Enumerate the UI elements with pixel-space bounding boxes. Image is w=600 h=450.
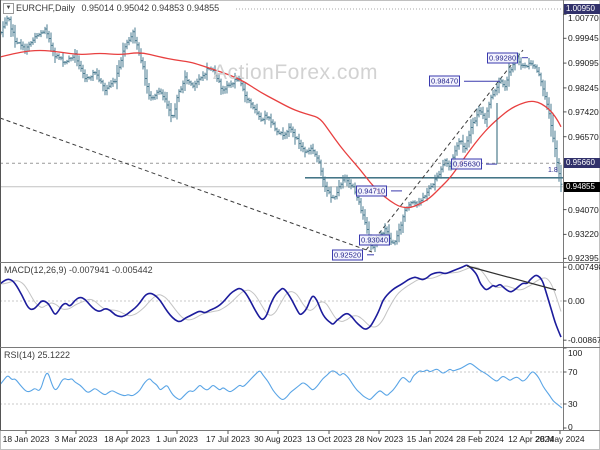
rsi-axis-label: 30 xyxy=(568,399,578,409)
rsi-axis-label: 0 xyxy=(568,422,573,432)
price-axis-chip: 0.94855 xyxy=(564,181,600,192)
rsi-axis-label: 70 xyxy=(568,367,578,377)
macd-header: MACD(12,26,9) -0.007941 -0.005442 xyxy=(4,265,153,275)
price-axis-chip: 1.00950 xyxy=(564,4,600,14)
price-annotation: 0.95630 xyxy=(451,158,483,170)
price-axis-label: 0.94070 xyxy=(568,204,599,215)
price-axis-label: 0.97420 xyxy=(568,106,599,117)
moving-average-line xyxy=(0,49,562,209)
macd-axis-label: 0.007498 xyxy=(568,262,600,273)
price-annotation: 0.92520 xyxy=(332,249,364,261)
price-axis-label: 0.99095 xyxy=(568,58,599,69)
candlesticks xyxy=(0,15,563,252)
price-axis-label: 1.00770 xyxy=(568,13,599,24)
ohlc-values: 0.95014 0.95042 0.94853 0.94855 xyxy=(81,3,220,13)
rsi-axis-label: 100 xyxy=(568,348,583,358)
rsi-header: RSI(14) 25.1222 xyxy=(4,350,71,360)
rsi-line xyxy=(0,363,563,409)
price-annotation: 0.98470 xyxy=(429,75,461,87)
collapse-arrow-glyph: ▼ xyxy=(5,5,12,11)
price-annotation: 0.93040 xyxy=(359,234,391,246)
watermark: ActionForex.com xyxy=(212,61,379,84)
date-label: 12 Apr 2024 xyxy=(508,434,554,444)
date-label: 3 Mar 2023 xyxy=(54,434,98,444)
price-axis-chip: 0.95660 xyxy=(564,158,600,169)
date-label: 18 Apr 2023 xyxy=(104,434,150,444)
price-axis-label: 0.93220 xyxy=(568,229,599,240)
date-label: 28 Feb 2024 xyxy=(456,434,504,444)
date-label: 13 Oct 2023 xyxy=(305,434,353,444)
macd-axis-label: -0.008677 xyxy=(568,335,600,346)
trendline xyxy=(0,117,373,253)
macd-signal-line xyxy=(0,266,562,328)
date-label: 15 Jan 2024 xyxy=(406,434,454,444)
date-label: 18 Jan 2023 xyxy=(2,434,50,444)
price-annotation: 0.94710 xyxy=(356,185,388,197)
date-label: 17 Jul 2023 xyxy=(206,434,250,444)
price-axis-label: 0.98245 xyxy=(568,82,599,93)
collapse-arrow-icon[interactable]: ▼ xyxy=(3,3,14,14)
macd-line xyxy=(0,264,562,338)
date-label: 28 Nov 2023 xyxy=(354,434,404,444)
symbol-header: EURCHF,Daily 0.95014 0.95042 0.94853 0.9… xyxy=(16,3,219,13)
date-label: 1 Jun 2023 xyxy=(155,434,199,444)
price-axis-label: 0.99945 xyxy=(568,33,599,44)
macd-axis-label: 0.00 xyxy=(568,296,585,306)
price-small-label: 1.8 xyxy=(548,167,558,174)
price-annotation: 0.99280 xyxy=(487,52,519,64)
date-label: 30 Aug 2023 xyxy=(254,434,302,444)
price-axis-label: 0.96570 xyxy=(568,131,599,142)
date-label: 28 May 2024 xyxy=(535,434,585,444)
symbol-title: EURCHF,Daily xyxy=(16,3,76,13)
macd-trendline xyxy=(466,265,557,291)
price-axis-label: 0.92395 xyxy=(568,253,599,264)
